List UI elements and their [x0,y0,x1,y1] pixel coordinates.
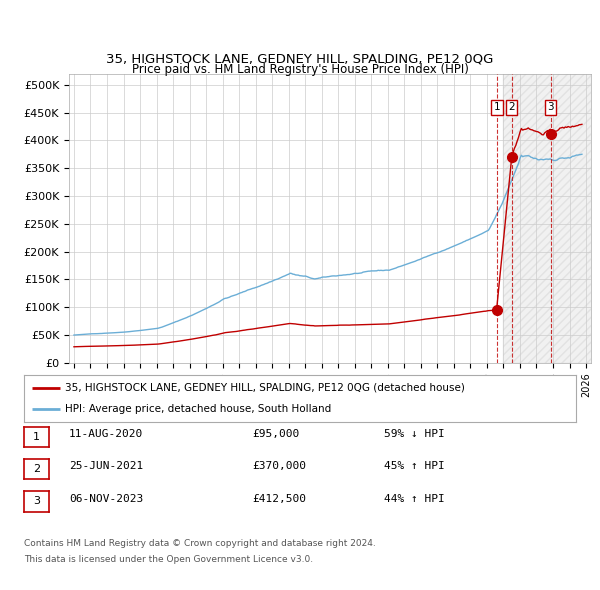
Text: 1: 1 [33,432,40,441]
Text: This data is licensed under the Open Government Licence v3.0.: This data is licensed under the Open Gov… [24,555,313,563]
Text: 25-JUN-2021: 25-JUN-2021 [69,461,143,471]
Text: 59% ↓ HPI: 59% ↓ HPI [384,429,445,438]
Text: 06-NOV-2023: 06-NOV-2023 [69,494,143,503]
Text: £412,500: £412,500 [252,494,306,503]
Text: 2: 2 [508,102,515,112]
Text: £95,000: £95,000 [252,429,299,438]
Text: 35, HIGHSTOCK LANE, GEDNEY HILL, SPALDING, PE12 0QG: 35, HIGHSTOCK LANE, GEDNEY HILL, SPALDIN… [106,53,494,65]
Text: £370,000: £370,000 [252,461,306,471]
Bar [503,74,600,363]
Text: 3: 3 [33,497,40,506]
Text: 3: 3 [547,102,554,112]
Text: 1: 1 [494,102,500,112]
Text: Price paid vs. HM Land Registry's House Price Index (HPI): Price paid vs. HM Land Registry's House … [131,63,469,76]
Text: 11-AUG-2020: 11-AUG-2020 [69,429,143,438]
Text: HPI: Average price, detached house, South Holland: HPI: Average price, detached house, Sout… [65,404,332,414]
Text: 44% ↑ HPI: 44% ↑ HPI [384,494,445,503]
Text: 2: 2 [33,464,40,474]
Text: Contains HM Land Registry data © Crown copyright and database right 2024.: Contains HM Land Registry data © Crown c… [24,539,376,548]
Text: 45% ↑ HPI: 45% ↑ HPI [384,461,445,471]
Bar [503,74,600,363]
Text: 35, HIGHSTOCK LANE, GEDNEY HILL, SPALDING, PE12 0QG (detached house): 35, HIGHSTOCK LANE, GEDNEY HILL, SPALDIN… [65,383,465,393]
